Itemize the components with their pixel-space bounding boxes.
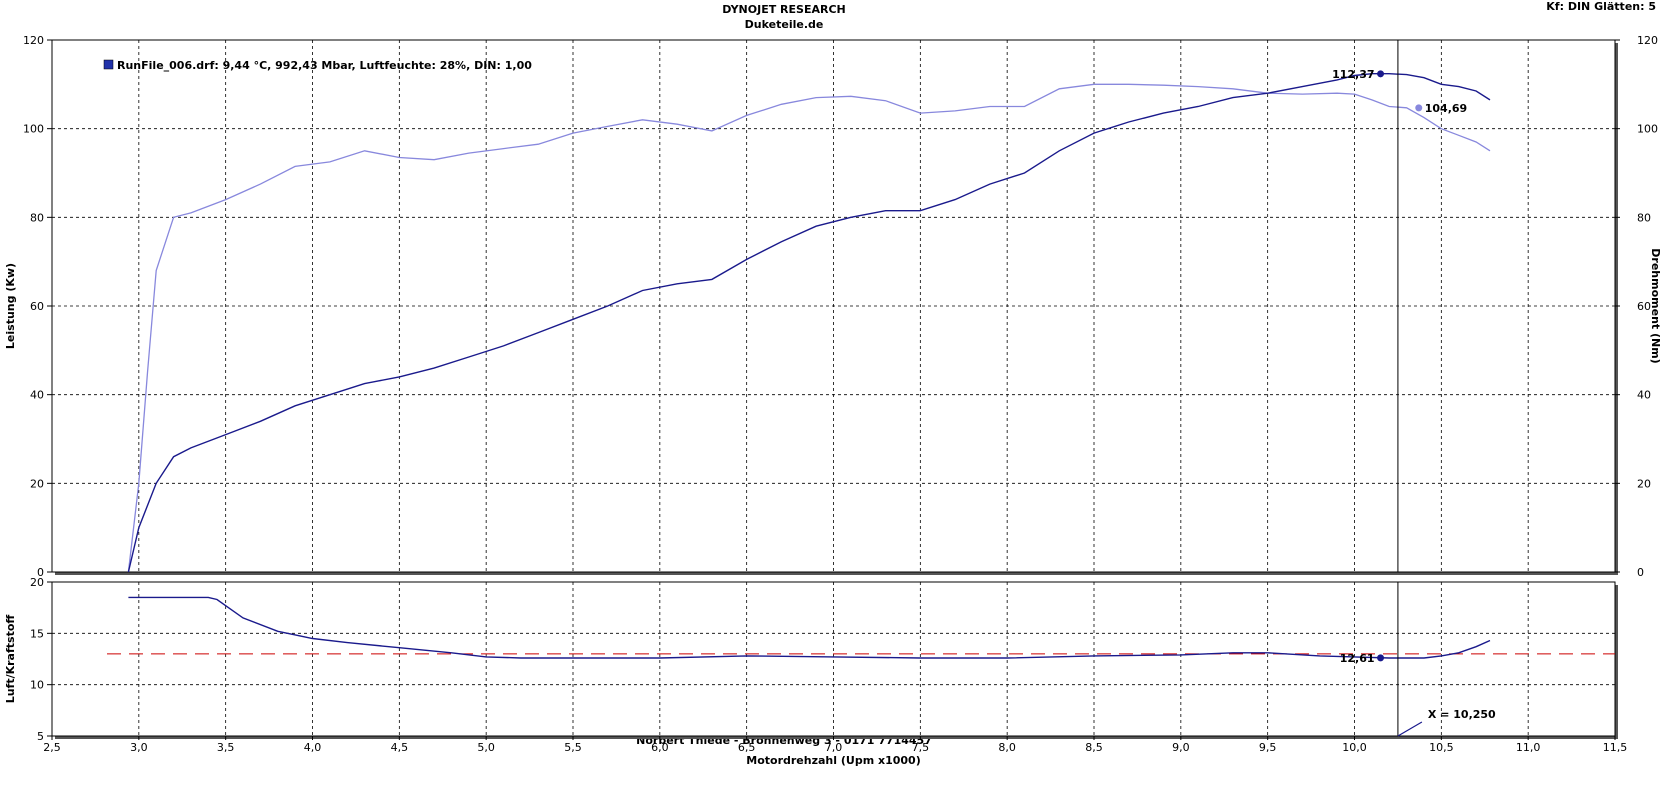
x-tick-label: 5,0 [477,741,495,754]
x-axis-title: Motordrehzahl (Upm x1000) [746,754,920,767]
x-tick-label: 2,5 [43,741,61,754]
right-y-tick-label: 120 [1637,34,1658,47]
x-tick-label: 5,5 [564,741,582,754]
cursor-pointer [1397,721,1423,737]
x-tick-label: 9,0 [1172,741,1190,754]
x-tick-label: 11,5 [1603,741,1628,754]
left-y-tick-label: 120 [23,34,44,47]
torque-line [127,83,1491,573]
power-peak-label: 112,37 [1332,68,1374,81]
x-tick-label: 3,0 [130,741,148,754]
afr-y-tick-label: 20 [30,576,44,589]
afr-y-tick-label: 15 [30,627,44,640]
left-y-tick-label: 0 [37,566,44,579]
left-y-tick-label: 80 [30,211,44,224]
x-tick-label: 9,5 [1259,741,1277,754]
x-tick-label: 4,0 [304,741,322,754]
power-line [127,72,1491,573]
x-tick-label: 10,0 [1342,741,1367,754]
x-tick-label: 6,5 [738,741,756,754]
x-tick-label: 3,5 [217,741,235,754]
x-tick-label: 6,0 [651,741,669,754]
x-tick-label: 11,0 [1516,741,1541,754]
chart-title: DYNOJET RESEARCH [722,3,846,16]
afr-y-tick-label: 10 [30,679,44,692]
right-y-tick-label: 80 [1637,211,1651,224]
x-tick-label: 7,5 [912,741,930,754]
right-y-axis-title: Drehmoment (Nm) [1649,248,1662,363]
right-y-tick-label: 60 [1637,300,1651,313]
x-tick-label: 7,0 [825,741,843,754]
power-peak-marker [1377,70,1385,78]
right-y-tick-label: 20 [1637,477,1651,490]
left-y-tick-label: 20 [30,477,44,490]
afr-marker-label: 12,61 [1340,652,1375,665]
left-y-axis-title: Leistung (Kw) [4,263,17,349]
left-y-tick-label: 100 [23,123,44,136]
torque-marker-label: 104,69 [1425,102,1467,115]
x-tick-label: 10,5 [1429,741,1454,754]
x-tick-label: 8,5 [1085,741,1103,754]
afr-y-axis-title: Luft/Kraftstoff [4,615,17,704]
afr-line [128,596,1491,659]
right-y-tick-label: 40 [1637,389,1651,402]
cursor-readout: X = 10,250 [1428,708,1496,721]
chart-subtitle: Duketeile.de [744,18,824,31]
x-tick-label: 8,0 [998,741,1016,754]
settings-readout: Kf: DIN Glätten: 5 [1546,0,1656,13]
x-tick-label: 4,5 [391,741,409,754]
afr-y-tick-label: 5 [37,730,44,743]
left-y-tick-label: 60 [30,300,44,313]
right-y-tick-label: 0 [1637,566,1644,579]
left-y-tick-label: 40 [30,389,44,402]
right-y-tick-label: 100 [1637,123,1658,136]
legend-entry: RunFile_006.drf: 9,44 °C, 992,43 Mbar, L… [117,59,532,72]
afr-marker [1377,654,1385,662]
torque-marker [1415,104,1423,112]
run-file-icon [103,59,114,70]
